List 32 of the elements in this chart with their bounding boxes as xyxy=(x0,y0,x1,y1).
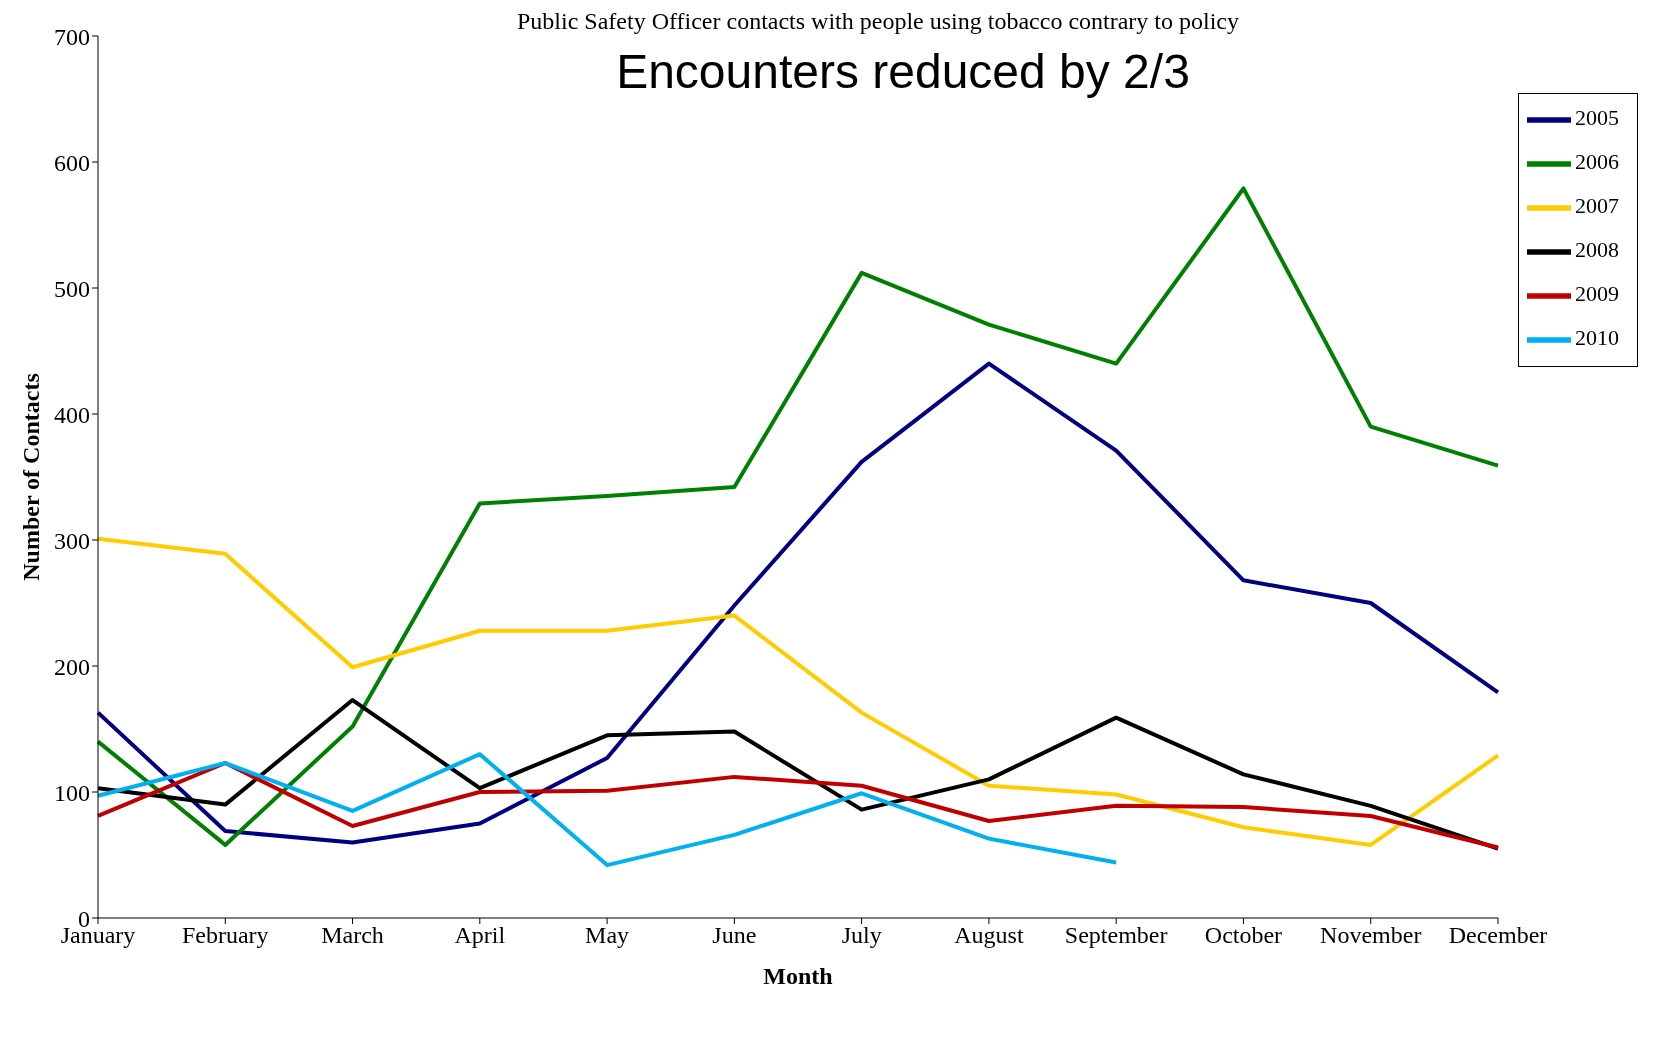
y-tick-label: 500 xyxy=(54,275,90,302)
legend-label: 2007 xyxy=(1575,193,1619,219)
x-tick-label: February xyxy=(181,922,269,949)
x-tick-label: March xyxy=(321,922,384,949)
x-tick-label: September xyxy=(1064,922,1168,949)
x-tick-label: June xyxy=(712,922,757,949)
legend-label: 2009 xyxy=(1575,281,1619,307)
line-series xyxy=(96,361,1500,845)
legend-label: 2006 xyxy=(1575,149,1619,175)
y-tick-label: 700 xyxy=(54,23,90,50)
y-tick-label: 600 xyxy=(54,149,90,176)
y-axis-title: Number of Contacts xyxy=(17,373,44,581)
y-tick-label: 100 xyxy=(54,779,90,806)
x-axis-title: Month xyxy=(763,963,833,989)
chart-title: Encounters reduced by 2/3 xyxy=(616,45,1190,98)
line-series xyxy=(96,536,1500,847)
legend-label: 2010 xyxy=(1575,325,1619,351)
x-tick-label: April xyxy=(454,922,506,949)
x-tick-label: December xyxy=(1448,922,1548,949)
y-tick-label: 200 xyxy=(54,653,90,680)
x-tick-label: July xyxy=(841,922,882,949)
y-tick-label: 300 xyxy=(54,527,90,554)
x-tick-label: May xyxy=(585,922,630,949)
x-tick-label: October xyxy=(1204,922,1283,949)
legend-label: 2005 xyxy=(1575,105,1619,131)
line-series xyxy=(96,186,1500,847)
legend-label: 2008 xyxy=(1575,237,1619,263)
y-tick-label: 400 xyxy=(54,401,90,428)
x-tick-label: August xyxy=(954,922,1024,949)
line-series xyxy=(96,752,1119,868)
x-tick-label: November xyxy=(1320,922,1422,949)
chart-subtitle: Public Safety Officer contacts with people using tobacco contrary to policy xyxy=(516,8,1239,34)
